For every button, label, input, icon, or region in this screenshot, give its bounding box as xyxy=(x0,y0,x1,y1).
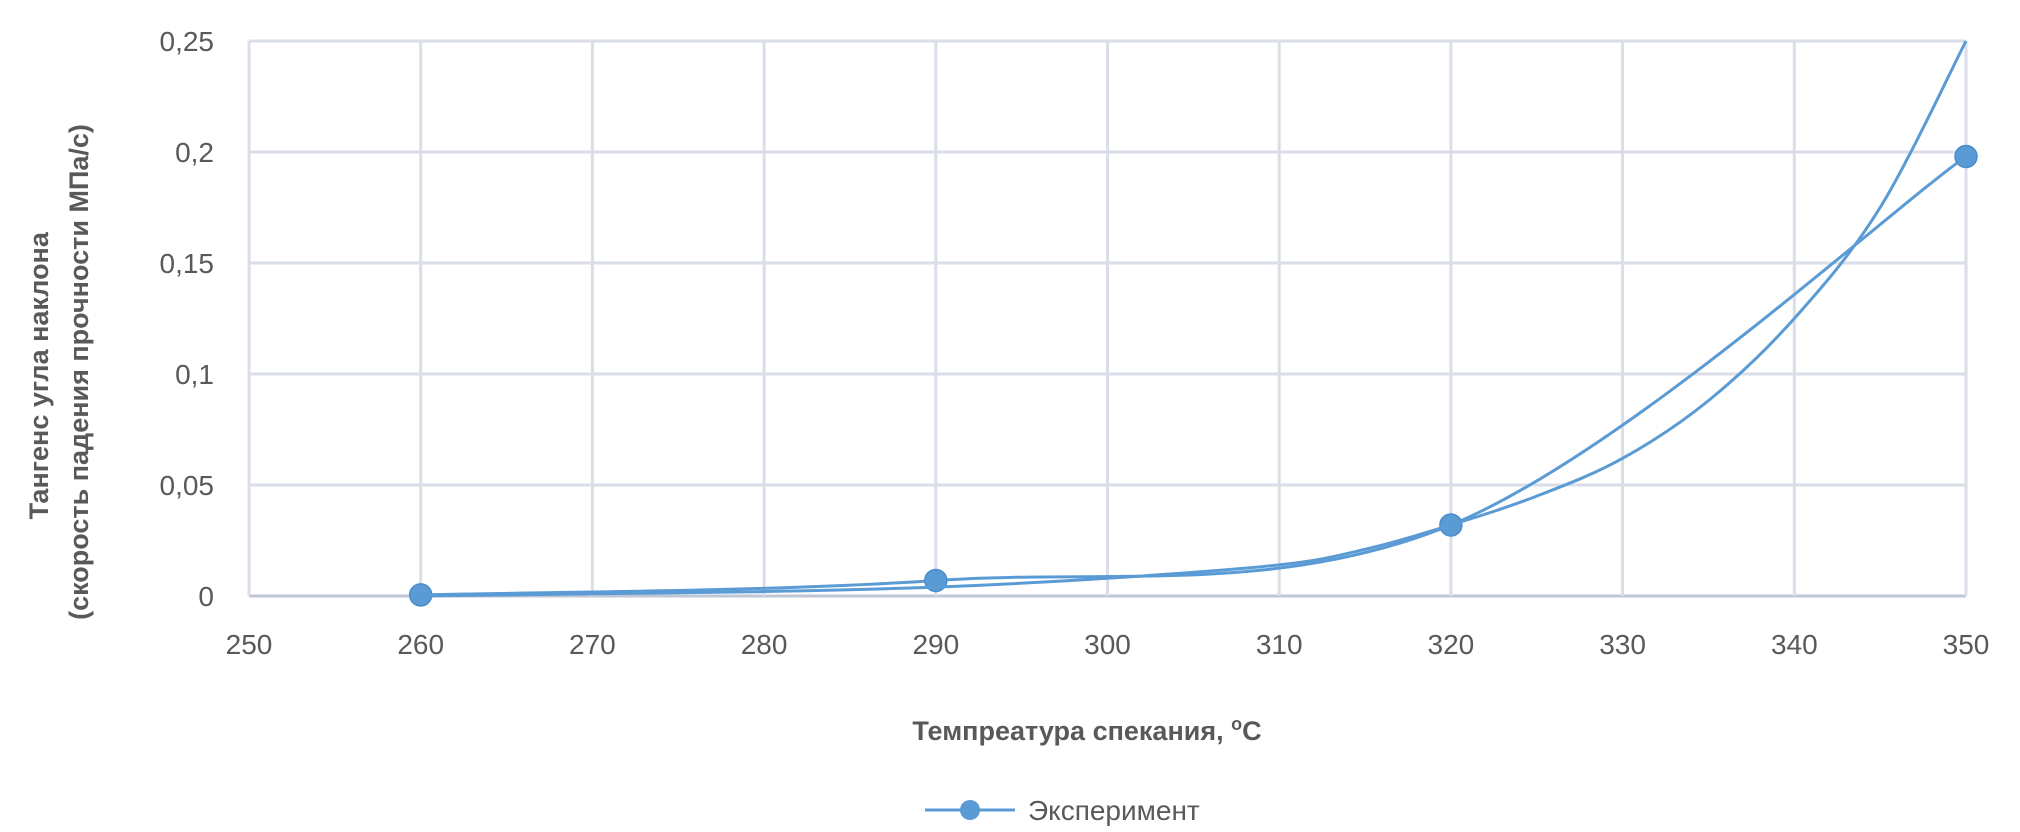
x-axis-title-suffix: С xyxy=(1242,716,1262,746)
y-axis-title-line1: Тангенс угла наклона xyxy=(24,231,54,519)
x-tick-label: 340 xyxy=(1771,629,1818,660)
x-tick-label: 290 xyxy=(912,629,959,660)
y-tick-labels: 0 0,05 0,1 0,15 0,2 0,25 xyxy=(160,26,215,612)
y-tick-label: 0 xyxy=(198,581,214,612)
x-tick-label: 270 xyxy=(569,629,616,660)
y-tick-label: 0,1 xyxy=(175,359,214,390)
x-tick-label: 280 xyxy=(741,629,788,660)
y-tick-label: 0,25 xyxy=(160,26,215,57)
x-axis-title-sup: o xyxy=(1231,714,1242,734)
y-tick-label: 0,2 xyxy=(175,137,214,168)
x-tick-labels: 250 260 270 280 290 300 310 320 330 340 350 xyxy=(226,629,1990,660)
x-axis-title: Темпреатура спекания, oС xyxy=(912,714,1261,746)
y-tick-label: 0,05 xyxy=(160,470,215,501)
x-tick-label: 250 xyxy=(226,629,273,660)
legend: Эксперимент xyxy=(925,795,1200,826)
series-layer xyxy=(408,40,1978,607)
legend-marker xyxy=(960,800,980,820)
data-point xyxy=(1954,144,1978,169)
x-tick-label: 330 xyxy=(1599,629,1646,660)
x-tick-label: 350 xyxy=(1943,629,1990,660)
x-tick-label: 300 xyxy=(1084,629,1131,660)
trendline xyxy=(420,40,1968,598)
y-axis-title: Тангенс угла наклона (скорость падения п… xyxy=(24,124,94,620)
grid xyxy=(247,39,1968,598)
x-tick-label: 310 xyxy=(1256,629,1303,660)
series-line-experiment xyxy=(420,155,1967,597)
x-tick-label: 260 xyxy=(397,629,444,660)
x-tick-label: 320 xyxy=(1428,629,1475,660)
y-axis-title-line2: (скорость падения прочности МПа/с) xyxy=(64,124,94,620)
y-tick-label: 0,15 xyxy=(160,248,215,279)
legend-label: Эксперимент xyxy=(1028,795,1200,826)
x-axis-title-text: Темпреатура спекания, xyxy=(912,716,1231,746)
